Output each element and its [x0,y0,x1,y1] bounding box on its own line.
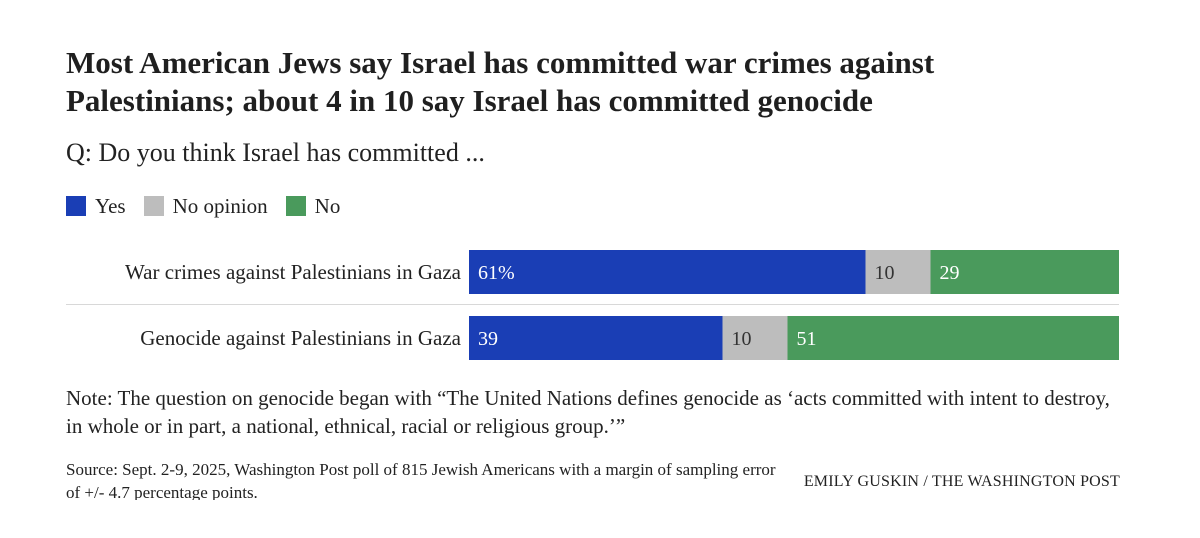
legend-swatch-yes [66,196,86,216]
source-note: Source: Sept. 2-9, 2025, Washington Post… [66,460,776,500]
legend-item-no: No [285,193,341,219]
bar-yes-genocide-against-palestinians-in-gaza [469,316,723,360]
legend-swatch-no-opinion [143,196,164,216]
footnote: Note: The question on genocide began wit… [66,386,1110,438]
credit-line: EMILY GUSKIN / THE WASHINGTON POST [803,473,1120,490]
bar-no-opinion-genocide-against-palestinians-in-gaza [722,316,788,360]
legend-item-yes: Yes [66,193,126,219]
legend-item-no-opinion: No opinion [143,193,268,219]
bar-no-war-crimes-against-palestinians-in-gaza [930,250,1119,294]
legend-swatch-no [285,196,306,216]
bar-no-genocide-against-palestinians-in-gaza [787,316,1119,360]
data-label-no-war-crimes-against-palestinians-in-gaza: 29 [940,262,960,284]
legend: Yes No opinion No [66,193,358,219]
legend-label-no: No [314,194,341,218]
legend-label-yes: Yes [95,194,126,218]
data-label-yes-genocide-against-palestinians-in-gaza: 39 [478,328,498,350]
chart-title: Most American Jews say Israel has commit… [66,45,935,118]
category-label-genocide-against-palestinians-in-gaza: Genocide against Palestinians in Gaza [140,326,461,350]
data-label-no-opinion-war-crimes-against-palestinians-in-gaza: 10 [875,262,895,284]
bar-yes-war-crimes-against-palestinians-in-gaza [469,250,866,294]
data-label-no-genocide-against-palestinians-in-gaza: 51 [797,328,817,350]
data-label-yes-war-crimes-against-palestinians-in-gaza: 61% [478,262,515,284]
chart-subtitle: Q: Do you think Israel has committed ... [66,138,485,167]
data-label-no-opinion-genocide-against-palestinians-in-gaza: 10 [732,328,752,350]
bar-no-opinion-war-crimes-against-palestinians-in-gaza [865,250,931,294]
category-label-war-crimes-against-palestinians-in-gaza: War crimes against Palestinians in Gaza [125,260,462,284]
legend-label-no-opinion: No opinion [172,194,268,218]
